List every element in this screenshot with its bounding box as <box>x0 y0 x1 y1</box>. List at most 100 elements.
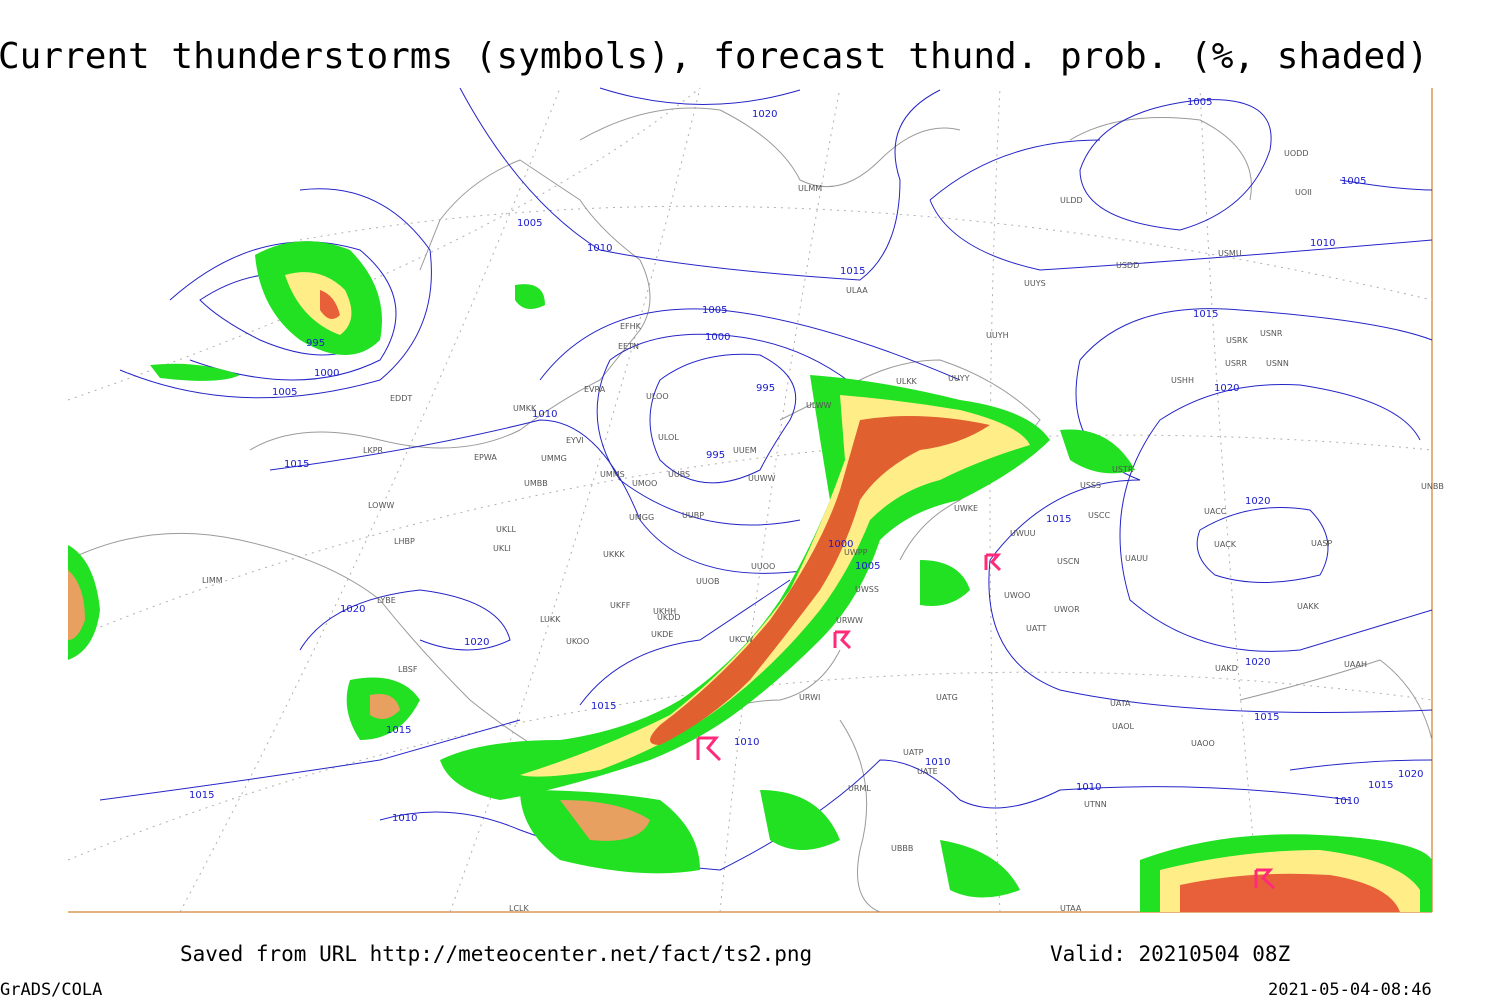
station-label: UWOO <box>1004 591 1030 600</box>
station-label: LIMM <box>202 576 223 585</box>
station-label: LCLK <box>509 904 530 913</box>
timestamp: 2021-05-04-08:46 <box>1268 980 1432 1000</box>
isobar-label: 1020 <box>1245 657 1270 668</box>
station-label: UAAH <box>1344 660 1367 669</box>
station-label: USSS <box>1080 481 1101 490</box>
isobar-label: 1000 <box>828 539 853 550</box>
station-label: LKPR <box>363 446 384 455</box>
station-label: UUWW <box>748 474 776 483</box>
station-label: UKCW <box>729 635 753 644</box>
isobar-label: 1020 <box>464 637 489 648</box>
station-label: UOII <box>1295 188 1312 197</box>
station-label: URWW <box>836 616 863 625</box>
station-label: UAKK <box>1297 602 1320 611</box>
station-label: USRK <box>1226 336 1248 345</box>
station-label: ULDD <box>1060 196 1083 205</box>
station-label: EYVI <box>566 436 584 445</box>
station-label: UUOB <box>696 577 720 586</box>
isobar-label: 995 <box>706 450 725 461</box>
isobar-label: 1010 <box>925 757 950 768</box>
station-label: UMKK <box>513 404 537 413</box>
isobar-label: 1010 <box>734 737 759 748</box>
station-label: UASP <box>1311 539 1332 548</box>
station-label: LBSF <box>398 665 418 674</box>
station-label: ULMM <box>798 184 822 193</box>
station-label: UUBP <box>682 511 704 520</box>
station-label: UWSS <box>855 585 879 594</box>
storm-symbols <box>696 553 1276 890</box>
station-label: LYBE <box>377 596 396 605</box>
isobar-label: 1010 <box>587 243 612 254</box>
station-label: USNN <box>1266 359 1289 368</box>
station-label: UUYH <box>986 331 1009 340</box>
station-label: EFHK <box>620 322 642 331</box>
isobar-label: 1020 <box>1245 496 1270 507</box>
station-label: UAOO <box>1191 739 1215 748</box>
station-label: UMGG <box>629 513 654 522</box>
station-label: UMOO <box>632 479 657 488</box>
isobar-label: 1015 <box>386 725 411 736</box>
isobar-label: 1015 <box>1046 514 1071 525</box>
station-label: ULOL <box>658 433 679 442</box>
station-label: USCN <box>1057 557 1080 566</box>
station-label: UUEM <box>733 446 757 455</box>
isobar-label: 1005 <box>1187 97 1212 108</box>
coastlines <box>67 107 1433 913</box>
isobar-label: 1020 <box>1398 769 1423 780</box>
station-label: UODD <box>1284 149 1308 158</box>
station-label: UUBS <box>668 470 690 479</box>
station-label: USRR <box>1225 359 1247 368</box>
station-label: UWPP <box>844 548 868 557</box>
isobar-label: 1015 <box>1193 309 1218 320</box>
isobar-label: 1020 <box>1214 383 1239 394</box>
station-label: UACC <box>1204 507 1227 516</box>
station-label: USCC <box>1088 511 1111 520</box>
isobar-label: 1015 <box>1254 712 1279 723</box>
isobar-label: 1015 <box>1368 780 1393 791</box>
isobar-label: 1010 <box>532 409 557 420</box>
station-label: ULWW <box>806 401 831 410</box>
station-label: UACK <box>1214 540 1237 549</box>
software: GrADS/COLA <box>0 980 102 1000</box>
isobar-label: 1010 <box>1310 238 1335 249</box>
station-label: UBBB <box>891 844 913 853</box>
station-label: UTNN <box>1084 800 1107 809</box>
station-label: URWI <box>799 693 820 702</box>
isobar-label: 1005 <box>1341 176 1366 187</box>
station-label: UKDD <box>657 613 680 622</box>
station-label: USMU <box>1218 249 1242 258</box>
station-label: UWKE <box>954 504 978 513</box>
station-label: EDDT <box>390 394 412 403</box>
isobar-label: 1010 <box>392 813 417 824</box>
station-label: UKLL <box>496 525 517 534</box>
isobar-label: 1000 <box>314 368 339 379</box>
station-label: EPWA <box>474 453 497 462</box>
isobar-label: 1010 <box>1334 796 1359 807</box>
valid-time: Valid: 20210504 08Z <box>1050 942 1290 966</box>
isobar-label: 1010 <box>1076 782 1101 793</box>
station-label: UWOR <box>1054 605 1080 614</box>
isobar-label: 1005 <box>517 218 542 229</box>
isobar-label: 1000 <box>705 332 730 343</box>
map-area: 1020100510051010101510101005100510009951… <box>67 87 1444 913</box>
station-label: UTAA <box>1060 904 1082 913</box>
isobar-label: 1020 <box>752 109 777 120</box>
station-label: UATA <box>1110 699 1131 708</box>
station-label: ULKK <box>896 377 918 386</box>
station-label: UKDE <box>651 630 673 639</box>
station-label: UWUU <box>1010 529 1036 538</box>
isobar-label: 995 <box>756 383 775 394</box>
station-label: UNBB <box>1421 482 1444 491</box>
station-label: UATP <box>903 748 924 757</box>
station-label: UUYS <box>1024 279 1046 288</box>
station-label: UKOO <box>566 637 589 646</box>
station-label: URML <box>848 784 871 793</box>
station-label: UMBB <box>524 479 548 488</box>
station-label: UKKK <box>603 550 625 559</box>
station-label: UAUU <box>1125 554 1148 563</box>
station-label: UKLI <box>493 544 511 553</box>
station-label: UAKD <box>1215 664 1238 673</box>
station-label: LOWW <box>368 501 394 510</box>
station-label: ULOO <box>646 392 669 401</box>
